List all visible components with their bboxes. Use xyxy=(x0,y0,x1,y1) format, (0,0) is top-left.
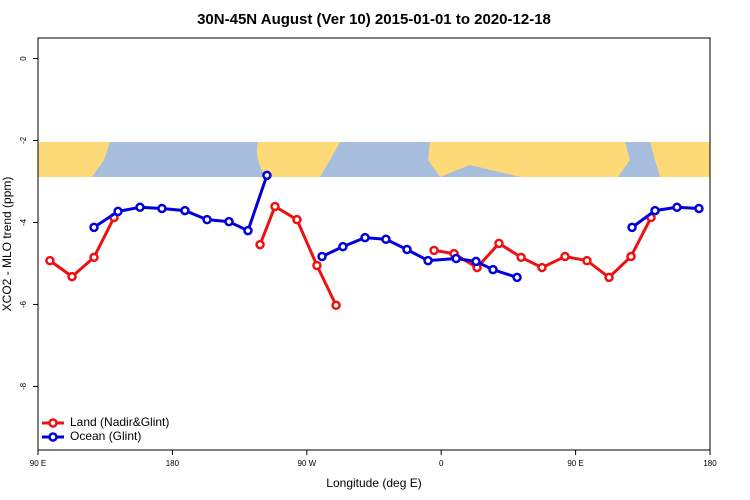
point xyxy=(488,264,498,275)
point xyxy=(113,206,123,217)
legend-marker xyxy=(48,418,58,428)
legend-marker xyxy=(48,432,58,442)
point xyxy=(451,253,461,264)
point xyxy=(243,225,253,236)
point xyxy=(537,262,547,273)
point xyxy=(516,252,526,263)
point xyxy=(512,272,522,283)
point xyxy=(423,255,433,266)
point xyxy=(471,256,481,267)
y-tick-label: -8 xyxy=(19,382,28,390)
x-tick-label: 90 E xyxy=(30,459,46,468)
point xyxy=(360,232,370,243)
point xyxy=(224,216,234,227)
point xyxy=(429,245,439,256)
point xyxy=(338,241,348,252)
point xyxy=(317,251,327,262)
point xyxy=(292,214,302,225)
x-tick-label: 0 xyxy=(439,459,444,468)
point xyxy=(672,202,682,213)
point xyxy=(402,244,412,255)
point xyxy=(582,255,592,266)
x-axis-title: Longitude (deg E) xyxy=(326,476,421,490)
chart-title: 30N-45N August (Ver 10) 2015-01-01 to 20… xyxy=(197,11,551,28)
y-tick-label: 0 xyxy=(19,56,28,61)
y-tick-label: -6 xyxy=(19,300,28,308)
point xyxy=(89,252,99,263)
point xyxy=(604,272,614,283)
point xyxy=(694,203,704,214)
point xyxy=(67,271,77,282)
point xyxy=(262,170,272,181)
x-tick-label: 180 xyxy=(166,459,180,468)
legend-label: Ocean (Glint) xyxy=(70,429,141,443)
point xyxy=(45,255,55,266)
point xyxy=(180,205,190,216)
point xyxy=(494,238,504,249)
point xyxy=(312,260,322,271)
point xyxy=(626,251,636,262)
point xyxy=(255,239,265,250)
point xyxy=(270,201,280,212)
legend-label: Land (Nadir&Glint) xyxy=(70,415,169,429)
point xyxy=(381,234,391,245)
map-strip xyxy=(38,142,710,177)
x-tick-label: 90 W xyxy=(297,459,316,468)
plot-frame xyxy=(37,37,711,451)
point xyxy=(135,202,145,213)
y-tick-label: -2 xyxy=(19,136,28,144)
point xyxy=(627,222,637,233)
y-tick-label: -4 xyxy=(19,218,28,226)
point xyxy=(650,205,660,216)
x-tick-label: 90 E xyxy=(567,459,583,468)
y-axis-title: XCO2 - MLO trend (ppm) xyxy=(0,177,14,312)
series-line xyxy=(93,174,700,279)
point xyxy=(331,300,341,311)
point xyxy=(89,222,99,233)
point xyxy=(202,214,212,225)
point xyxy=(157,203,167,214)
x-tick-label: 180 xyxy=(703,459,717,468)
point xyxy=(560,251,570,262)
